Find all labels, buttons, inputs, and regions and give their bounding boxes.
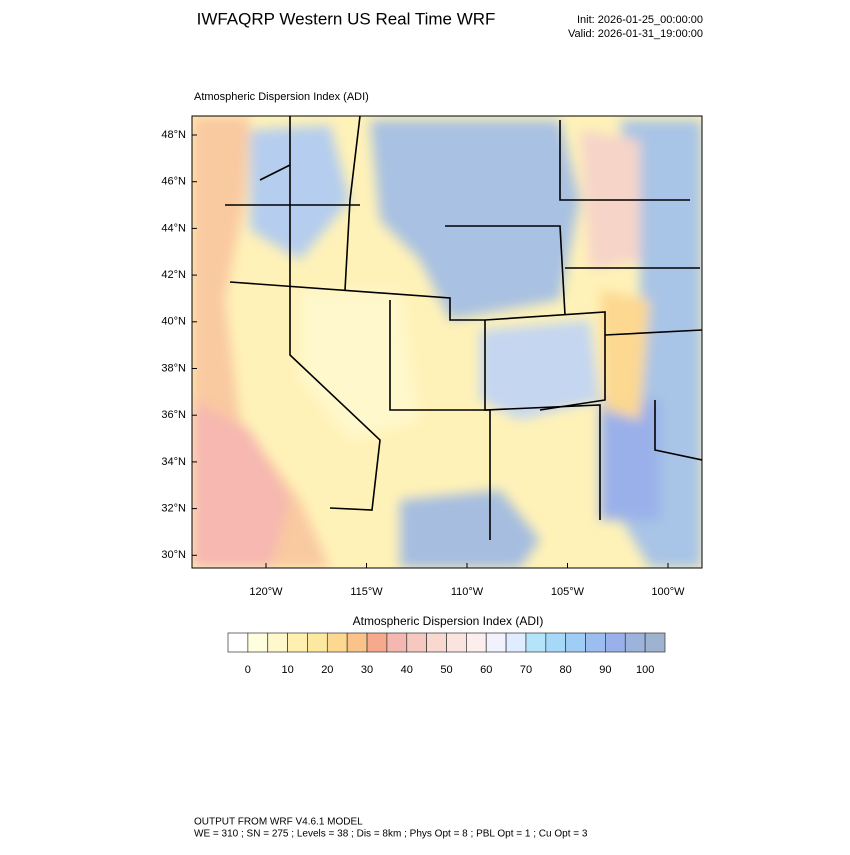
colorbar-swatch bbox=[386, 632, 408, 653]
colorbar-swatch bbox=[585, 632, 606, 653]
colorbar-swatch bbox=[406, 632, 427, 653]
colorbar-swatch bbox=[624, 632, 646, 653]
colorbar-label: 50 bbox=[440, 664, 452, 676]
border bbox=[344, 116, 361, 291]
colorbar-label: 60 bbox=[480, 664, 492, 676]
plot-frame bbox=[191, 115, 703, 569]
colorbar-label: 40 bbox=[401, 664, 413, 676]
colorbar-swatch bbox=[446, 632, 467, 653]
lon-label: 105°W bbox=[551, 586, 585, 598]
border bbox=[484, 320, 601, 520]
colorbar-label: 0 bbox=[245, 664, 251, 676]
init-time: Init: 2026-01-25_00:00:00 bbox=[577, 14, 703, 26]
lon-label: 110°W bbox=[451, 586, 484, 598]
colorbar-swatch bbox=[326, 632, 348, 653]
shade-northwest bbox=[250, 125, 350, 260]
lon-label: 100°W bbox=[651, 586, 685, 598]
shade-ocean bbox=[192, 400, 290, 568]
colorbar-swatch bbox=[605, 632, 626, 653]
colorbar-label: 20 bbox=[321, 664, 333, 676]
shade-southwest bbox=[400, 490, 540, 568]
colorbar-swatch bbox=[346, 632, 368, 653]
colorbar-label: 70 bbox=[520, 664, 532, 676]
colorbar-swatch bbox=[307, 632, 328, 653]
axis-labels: 48°N 46°N 44°N 42°N 40°N 38°N 36°N 34°N 32°N 30°N… bbox=[161, 129, 685, 598]
colorbar-label: 100 bbox=[636, 664, 654, 676]
colorbar-swatch bbox=[426, 632, 447, 653]
lat-label: 46°N bbox=[161, 176, 186, 188]
colorbar-title: Atmospheric Dispersion Index (ADI) bbox=[353, 614, 544, 628]
colorbar-swatch bbox=[466, 632, 487, 653]
colorbar-label: 10 bbox=[281, 664, 293, 676]
colorbar: 0 10 20 30 40 50 60 70 80 90 100 bbox=[227, 632, 666, 676]
lon-label: 120°W bbox=[249, 586, 283, 598]
border bbox=[559, 120, 702, 336]
colorbar-swatch bbox=[247, 632, 269, 653]
colorbar-swatch bbox=[267, 632, 288, 653]
lat-label: 32°N bbox=[161, 503, 186, 515]
state-borders bbox=[225, 116, 702, 540]
border bbox=[225, 164, 360, 206]
footer-line: OUTPUT FROM WRF V4.6.1 MODEL bbox=[194, 817, 363, 828]
lon-label: 115°W bbox=[350, 586, 383, 598]
border bbox=[389, 300, 491, 540]
colorbar-swatch bbox=[505, 632, 527, 653]
lat-label: 38°N bbox=[161, 362, 186, 374]
map-field bbox=[192, 116, 702, 568]
shade-colorado bbox=[480, 320, 600, 420]
footer-line: WE = 310 ; SN = 275 ; Levels = 38 ; Dis … bbox=[194, 829, 588, 840]
lat-label: 44°N bbox=[161, 222, 186, 234]
lat-label: 36°N bbox=[161, 409, 186, 421]
border bbox=[289, 116, 381, 511]
lat-label: 48°N bbox=[161, 129, 186, 141]
shade-texas bbox=[600, 400, 660, 520]
colorbar-swatch bbox=[644, 632, 666, 653]
plot-label: Atmospheric Dispersion Index (ADI) bbox=[194, 91, 369, 103]
lat-label: 42°N bbox=[161, 269, 186, 281]
lat-label: 34°N bbox=[161, 456, 186, 468]
valid-time: Valid: 2026-01-31_19:00:00 bbox=[568, 28, 703, 40]
colorbar-swatch bbox=[227, 632, 249, 653]
lat-label: 30°N bbox=[161, 549, 186, 561]
colorbar-label: 30 bbox=[361, 664, 373, 676]
shade-north bbox=[370, 120, 580, 320]
colorbar-swatch bbox=[525, 632, 547, 653]
lat-label: 40°N bbox=[161, 316, 186, 328]
shade-front bbox=[600, 290, 650, 420]
colorbar-swatch bbox=[485, 632, 507, 653]
title: IWFAQRP Western US Real Time WRF bbox=[197, 9, 496, 28]
colorbar-swatch bbox=[366, 632, 388, 653]
colorbar-label: 90 bbox=[599, 664, 611, 676]
colorbar-label: 80 bbox=[560, 664, 572, 676]
colorbar-swatch bbox=[545, 632, 567, 653]
colorbar-swatch bbox=[287, 632, 308, 653]
border bbox=[654, 400, 702, 461]
colorbar-swatch bbox=[565, 632, 586, 653]
border bbox=[445, 225, 566, 316]
